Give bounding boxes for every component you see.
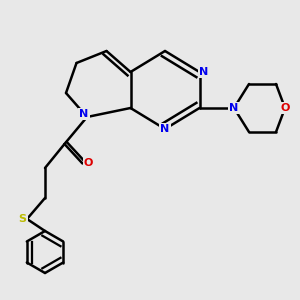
Text: N: N [160, 124, 169, 134]
Text: S: S [19, 214, 26, 224]
Text: O: O [84, 158, 93, 169]
Text: O: O [280, 103, 290, 113]
Text: N: N [230, 103, 238, 113]
Text: N: N [80, 109, 88, 119]
Text: N: N [200, 67, 208, 77]
